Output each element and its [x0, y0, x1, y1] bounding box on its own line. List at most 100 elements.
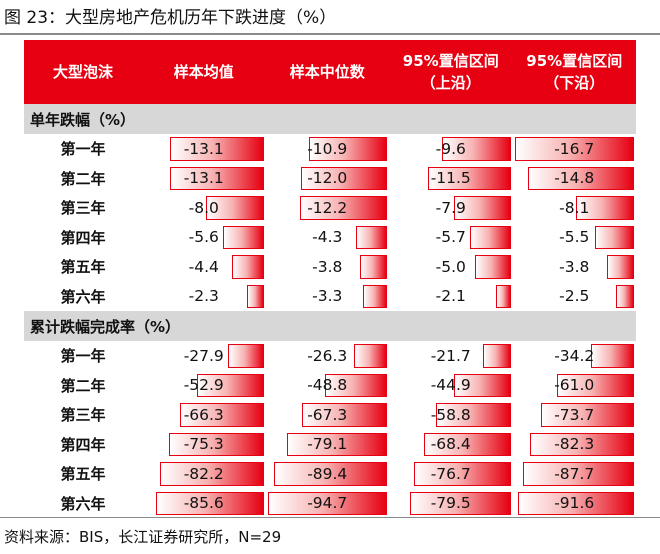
cell-value: -89.4 — [307, 464, 348, 483]
data-bar — [301, 166, 387, 190]
cell-value: -3.8 — [312, 257, 343, 276]
cell-value: -61.0 — [554, 376, 595, 395]
row-label: 第二年 — [60, 169, 106, 188]
cell-value: -79.5 — [430, 494, 471, 513]
data-bar — [436, 403, 511, 427]
data-cell: -3.3 — [266, 282, 390, 312]
cell-value: -8.1 — [559, 198, 590, 217]
data-cell: -5.5 — [513, 223, 637, 253]
header-ci-upper: 95%置信区间 （上沿） — [389, 40, 513, 104]
table-row: 第六年 -2.3 -3.3 -2.1 -2.5 — [24, 282, 636, 312]
cell-value: -2.1 — [435, 287, 466, 306]
data-bar — [232, 255, 264, 279]
cell-value: -66.3 — [183, 405, 224, 424]
data-cell: -4.3 — [266, 223, 390, 253]
cell-value: -68.4 — [430, 435, 471, 454]
data-cell: -66.3 — [142, 400, 266, 430]
data-cell: -14.8 — [513, 164, 637, 194]
data-cell: -76.7 — [389, 459, 513, 489]
cell-value: -2.3 — [188, 287, 219, 306]
cell-value: -34.2 — [554, 346, 595, 365]
header-mean: 样本均值 — [173, 63, 234, 81]
cell-value: -52.9 — [183, 376, 224, 395]
cell-value: -13.1 — [183, 169, 224, 188]
header-ci-upper-line1: 95%置信区间 — [402, 52, 499, 70]
data-cell: -5.6 — [142, 223, 266, 253]
data-bar — [359, 255, 387, 279]
data-bar — [474, 255, 511, 279]
cell-value: -11.5 — [430, 169, 471, 188]
data-cell: -4.4 — [142, 252, 266, 282]
data-cell: -68.4 — [389, 430, 513, 460]
table-body: 单年跌幅（%） 第一年 -13.1 -10.9 -9.6 -16.7 第二年 -13.1 -12… — [24, 104, 636, 518]
data-bar — [228, 344, 264, 368]
data-bar — [590, 344, 634, 368]
data-cell: -58.8 — [389, 400, 513, 430]
row-label: 第四年 — [60, 435, 106, 454]
data-bar — [168, 432, 264, 456]
data-bar — [514, 137, 634, 161]
data-bar — [428, 166, 511, 190]
cell-value: -79.1 — [307, 435, 348, 454]
row-label: 第三年 — [60, 406, 106, 425]
data-cell: -75.3 — [142, 430, 266, 460]
data-bar — [309, 137, 387, 161]
data-bar — [155, 491, 264, 515]
row-label: 第五年 — [60, 465, 106, 484]
data-cell: -61.0 — [513, 371, 637, 401]
data-bar — [576, 196, 634, 220]
cell-value: -4.3 — [312, 228, 343, 247]
data-bar — [424, 432, 511, 456]
data-bar — [169, 137, 264, 161]
cell-value: -94.7 — [307, 494, 348, 513]
cell-value: -58.8 — [430, 405, 471, 424]
data-bar — [159, 462, 264, 486]
cell-value: -14.8 — [554, 169, 595, 188]
data-bar — [179, 403, 264, 427]
data-bar — [410, 491, 511, 515]
data-bar — [247, 284, 264, 308]
data-bar — [557, 373, 634, 397]
cell-value: -75.3 — [183, 435, 224, 454]
data-cell: -21.7 — [389, 341, 513, 371]
cell-value: -76.7 — [430, 464, 471, 483]
data-bar — [267, 491, 387, 515]
row-label: 第四年 — [60, 228, 106, 247]
cell-value: -26.3 — [307, 346, 348, 365]
cell-value: -5.5 — [559, 228, 590, 247]
data-cell: -82.3 — [513, 430, 637, 460]
table-row: 第三年 -8.0 -12.2 -7.9 -8.1 — [24, 193, 636, 223]
table-row: 第五年 -4.4 -3.8 -5.0 -3.8 — [24, 252, 636, 282]
header-ci-lower-line2: （下沿） — [544, 74, 605, 92]
data-cell: -9.6 — [389, 134, 513, 164]
data-bar — [413, 462, 511, 486]
data-bar — [453, 373, 511, 397]
data-cell: -87.7 — [513, 459, 637, 489]
data-bar — [523, 462, 634, 486]
data-bar — [325, 373, 387, 397]
header-ci-upper-line2: （上沿） — [420, 74, 481, 92]
data-cell: -94.7 — [266, 489, 390, 519]
data-bar — [299, 196, 387, 220]
data-cell: -34.2 — [513, 341, 637, 371]
data-cell: -27.9 — [142, 341, 266, 371]
data-cell: -73.7 — [513, 400, 637, 430]
cell-value: -3.8 — [559, 257, 590, 276]
data-cell: -12.2 — [266, 193, 390, 223]
data-bar — [274, 462, 387, 486]
data-bar — [528, 166, 634, 190]
data-bar — [363, 284, 387, 308]
data-cell: -2.5 — [513, 282, 637, 312]
row-label: 第五年 — [60, 258, 106, 277]
cell-value: -2.5 — [559, 287, 590, 306]
data-bar — [454, 196, 511, 220]
cell-value: -7.9 — [435, 198, 466, 217]
figure-title: 图 23：大型房地产危机历年下跌进度（%） — [4, 8, 337, 28]
data-bar — [594, 225, 634, 249]
table-row: 第五年 -82.2 -89.4 -76.7 -87.7 — [24, 459, 636, 489]
cell-value: -5.7 — [435, 228, 466, 247]
table-row: 第二年 -52.9 -48.8 -44.9 -61.0 — [24, 371, 636, 401]
cell-value: -87.7 — [554, 464, 595, 483]
header-ci-lower: 95%置信区间 （下沿） — [513, 40, 637, 104]
table-row: 第六年 -85.6 -94.7 -79.5 -91.6 — [24, 489, 636, 519]
